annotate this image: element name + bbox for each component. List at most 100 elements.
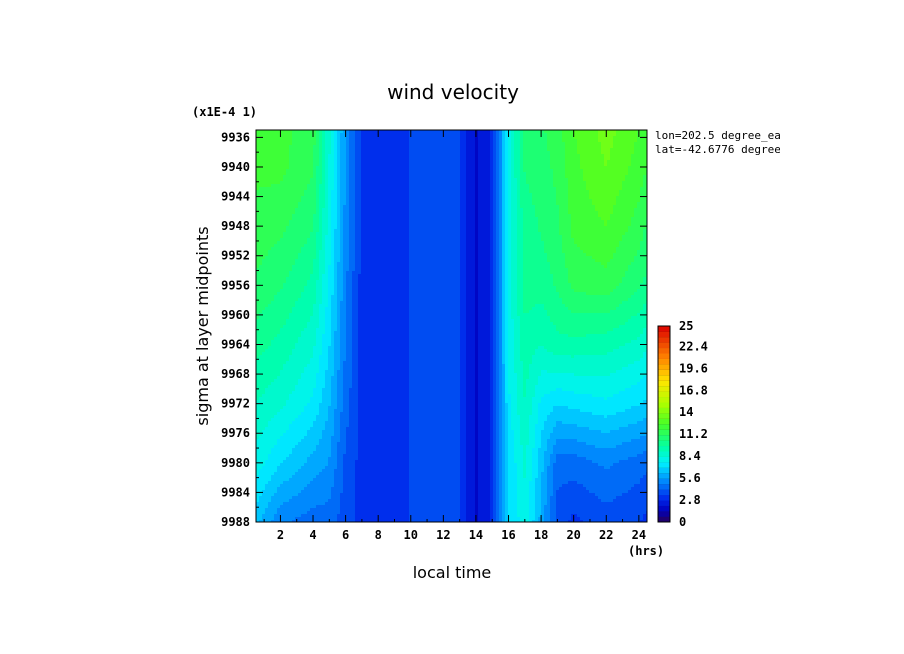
heatmap-cell (634, 178, 638, 182)
heatmap-cell (382, 178, 386, 182)
heatmap-cell (424, 217, 428, 221)
heatmap-cell (373, 190, 377, 194)
heatmap-cell (292, 244, 296, 248)
heatmap-cell (364, 226, 368, 230)
heatmap-cell (298, 214, 302, 218)
heatmap-cell (619, 208, 623, 212)
heatmap-cell (541, 133, 545, 137)
heatmap-cell (532, 241, 536, 245)
heatmap-cell (619, 205, 623, 209)
heatmap-cell (514, 217, 518, 221)
heatmap-cell (472, 217, 476, 221)
heatmap-cell (643, 166, 647, 170)
heatmap-cell (304, 232, 308, 236)
heatmap-cell (556, 139, 560, 143)
heatmap-cell (265, 178, 269, 182)
heatmap-cell (328, 241, 332, 245)
heatmap-cell (619, 202, 623, 206)
heatmap-cell (364, 220, 368, 224)
heatmap-cell (409, 148, 413, 152)
heatmap-cell (499, 214, 503, 218)
heatmap-cell (544, 175, 548, 179)
heatmap-cell (379, 223, 383, 227)
heatmap-cell (421, 178, 425, 182)
heatmap-cell (622, 205, 626, 209)
heatmap-cell (415, 202, 419, 206)
heatmap-cell (334, 169, 338, 173)
heatmap-cell (382, 151, 386, 155)
heatmap-cell (472, 196, 476, 200)
heatmap-cell (463, 232, 467, 236)
heatmap-cell (553, 229, 557, 233)
heatmap-cell (448, 172, 452, 176)
heatmap-cell (505, 151, 509, 155)
heatmap-cell (508, 133, 512, 137)
heatmap-cell (403, 139, 407, 143)
heatmap-cell (391, 130, 395, 134)
heatmap-cell (445, 238, 449, 242)
heatmap-cell (517, 148, 521, 152)
heatmap-cell (481, 133, 485, 137)
heatmap-cell (418, 160, 422, 164)
heatmap-cell (349, 211, 353, 215)
heatmap-cell (397, 235, 401, 239)
heatmap-cell (289, 193, 293, 197)
heatmap-cell (265, 217, 269, 221)
heatmap-cell (556, 151, 560, 155)
heatmap-cell (628, 154, 632, 158)
heatmap-cell (265, 205, 269, 209)
heatmap-cell (637, 199, 641, 203)
heatmap-cell (523, 154, 527, 158)
heatmap-cell (514, 163, 518, 167)
heatmap-cell (355, 169, 359, 173)
heatmap-cell (604, 196, 608, 200)
heatmap-cell (358, 208, 362, 212)
heatmap-cell (622, 139, 626, 143)
heatmap-cell (442, 181, 446, 185)
heatmap-cell (343, 154, 347, 158)
heatmap-cell (430, 142, 434, 146)
heatmap-cell (469, 232, 473, 236)
heatmap-cell (637, 208, 641, 212)
heatmap-cell (499, 145, 503, 149)
heatmap-cell (493, 181, 497, 185)
heatmap-cell (604, 181, 608, 185)
heatmap-cell (268, 163, 272, 167)
heatmap-cell (334, 139, 338, 143)
heatmap-cell (451, 163, 455, 167)
heatmap-cell (517, 205, 521, 209)
heatmap-cell (544, 232, 548, 236)
heatmap-cell (460, 214, 464, 218)
heatmap-cell (274, 190, 278, 194)
heatmap-cell (505, 145, 509, 149)
heatmap-cell (328, 139, 332, 143)
heatmap-cell (403, 142, 407, 146)
heatmap-cell (448, 151, 452, 155)
heatmap-cell (499, 154, 503, 158)
heatmap-cell (340, 235, 344, 239)
heatmap-cell (301, 232, 305, 236)
heatmap-cell (514, 154, 518, 158)
heatmap-cell (496, 181, 500, 185)
heatmap-cell (529, 184, 533, 188)
heatmap-cell (598, 235, 602, 239)
heatmap-cell (607, 235, 611, 239)
heatmap-cell (643, 202, 647, 206)
heatmap-cell (388, 190, 392, 194)
heatmap-cell (352, 238, 356, 242)
heatmap-cell (436, 151, 440, 155)
heatmap-cell (346, 235, 350, 239)
heatmap-cell (277, 202, 281, 206)
heatmap-cell (622, 238, 626, 242)
heatmap-cell (397, 139, 401, 143)
heatmap-cell (259, 223, 263, 227)
heatmap-cell (604, 226, 608, 230)
heatmap-cell (451, 145, 455, 149)
heatmap-cell (577, 166, 581, 170)
heatmap-cell (394, 154, 398, 158)
heatmap-cell (376, 241, 380, 245)
heatmap-cell (382, 232, 386, 236)
heatmap-cell (565, 202, 569, 206)
heatmap-cell (397, 226, 401, 230)
heatmap-cell (607, 169, 611, 173)
